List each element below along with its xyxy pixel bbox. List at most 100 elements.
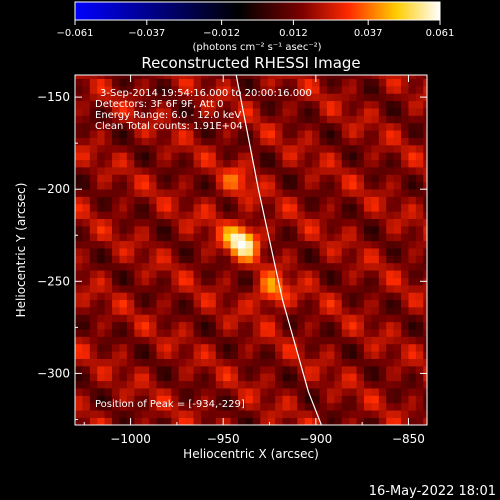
heatmap-cell: [238, 255, 246, 264]
heatmap-cell: [200, 321, 209, 330]
heatmap-cell: [304, 380, 313, 389]
heatmap-cell: [178, 100, 187, 109]
heatmap-cell: [275, 248, 283, 256]
heatmap-cell: [89, 167, 98, 175]
heatmap-cell: [126, 122, 135, 131]
heatmap-cell: [326, 189, 335, 197]
heatmap-cell: [297, 78, 306, 87]
heatmap-cell: [97, 358, 105, 367]
heatmap-cell: [356, 402, 365, 411]
heatmap-cell: [275, 196, 283, 205]
heatmap-cell: [126, 270, 135, 278]
heatmap-cell: [312, 307, 320, 315]
heatmap-cell: [252, 248, 261, 256]
heatmap-cell: [393, 321, 402, 330]
heatmap-cell: [334, 211, 343, 219]
heatmap-cell: [119, 108, 128, 116]
heatmap-cell: [319, 395, 328, 404]
heatmap-cell: [297, 366, 306, 374]
heatmap-cell: [230, 314, 239, 323]
heatmap-cell: [341, 152, 350, 161]
heatmap-cell: [141, 292, 150, 301]
heatmap-cell: [104, 307, 113, 315]
heatmap-cell: [141, 402, 150, 411]
heatmap-cell: [312, 240, 320, 249]
heatmap-cell: [393, 299, 402, 308]
heatmap-cell: [119, 343, 128, 352]
heatmap-cell: [171, 351, 180, 359]
heatmap-cell: [215, 93, 224, 102]
heatmap-cell: [82, 402, 91, 411]
heatmap-cell: [319, 233, 328, 242]
heatmap-cell: [408, 343, 417, 352]
heatmap-cell: [200, 336, 209, 345]
heatmap-cell: [312, 115, 320, 124]
heatmap-cell: [341, 196, 350, 205]
heatmap-cell: [238, 285, 246, 293]
heatmap-cell: [282, 402, 291, 411]
heatmap-cell: [104, 388, 113, 396]
heatmap-cell: [178, 388, 187, 396]
heatmap-cell: [252, 255, 261, 264]
heatmap-cell: [334, 402, 343, 411]
heatmap-cell: [423, 373, 427, 382]
annotation-line: Detectors: 3F 6F 9F, Att 0: [95, 99, 223, 110]
heatmap-cell: [349, 366, 357, 374]
heatmap-cell: [104, 351, 113, 359]
heatmap-cell: [230, 410, 239, 418]
heatmap-cell: [334, 122, 343, 131]
heatmap-cell: [378, 152, 387, 161]
heatmap-cell: [371, 115, 380, 124]
heatmap-cell: [267, 137, 276, 146]
heatmap-cell: [75, 189, 83, 197]
heatmap-cell: [297, 395, 306, 404]
heatmap-cell: [319, 402, 328, 411]
heatmap-cell: [260, 343, 268, 352]
heatmap-cell: [163, 373, 172, 382]
heatmap-cell: [230, 159, 239, 168]
colorbar-tick-label: −0.037: [128, 28, 165, 39]
heatmap-cell: [223, 351, 231, 359]
heatmap-cell: [112, 152, 120, 161]
heatmap-cell: [200, 402, 209, 411]
heatmap-cell: [304, 373, 313, 382]
heatmap-cell: [97, 402, 105, 411]
heatmap-cell: [200, 152, 209, 161]
heatmap-cell: [312, 380, 320, 389]
heatmap-cell: [134, 152, 142, 161]
heatmap-cell: [304, 226, 313, 234]
heatmap-cell: [208, 137, 217, 146]
heatmap-cell: [193, 255, 202, 264]
heatmap-cell: [371, 388, 380, 396]
heatmap-cell: [178, 299, 187, 308]
heatmap-cell: [371, 100, 380, 109]
heatmap-cell: [319, 277, 328, 286]
heatmap-cell: [423, 167, 427, 175]
heatmap-cell: [178, 380, 187, 389]
heatmap-cell: [275, 181, 283, 190]
heatmap-cell: [245, 270, 254, 278]
heatmap-cell: [289, 108, 298, 116]
heatmap-cell: [163, 211, 172, 219]
heatmap-cell: [267, 292, 276, 301]
heatmap-cell: [341, 410, 350, 418]
heatmap-cell: [178, 292, 187, 301]
heatmap-cell: [178, 351, 187, 359]
heatmap-cell: [245, 115, 254, 124]
heatmap-cell: [230, 351, 239, 359]
heatmap-cell: [230, 336, 239, 345]
heatmap-cell: [289, 240, 298, 249]
heatmap-cell: [112, 358, 120, 367]
heatmap-cell: [245, 108, 254, 116]
heatmap-cell: [282, 270, 291, 278]
heatmap-cell: [364, 248, 372, 256]
heatmap-cell: [304, 100, 313, 109]
heatmap-cell: [275, 255, 283, 264]
heatmap-cell: [75, 388, 83, 396]
heatmap-cell: [326, 86, 335, 94]
heatmap-cell: [178, 314, 187, 323]
heatmap-cell: [275, 321, 283, 330]
heatmap-cell: [89, 93, 98, 102]
heatmap-cell: [326, 358, 335, 367]
heatmap-cell: [112, 100, 120, 109]
